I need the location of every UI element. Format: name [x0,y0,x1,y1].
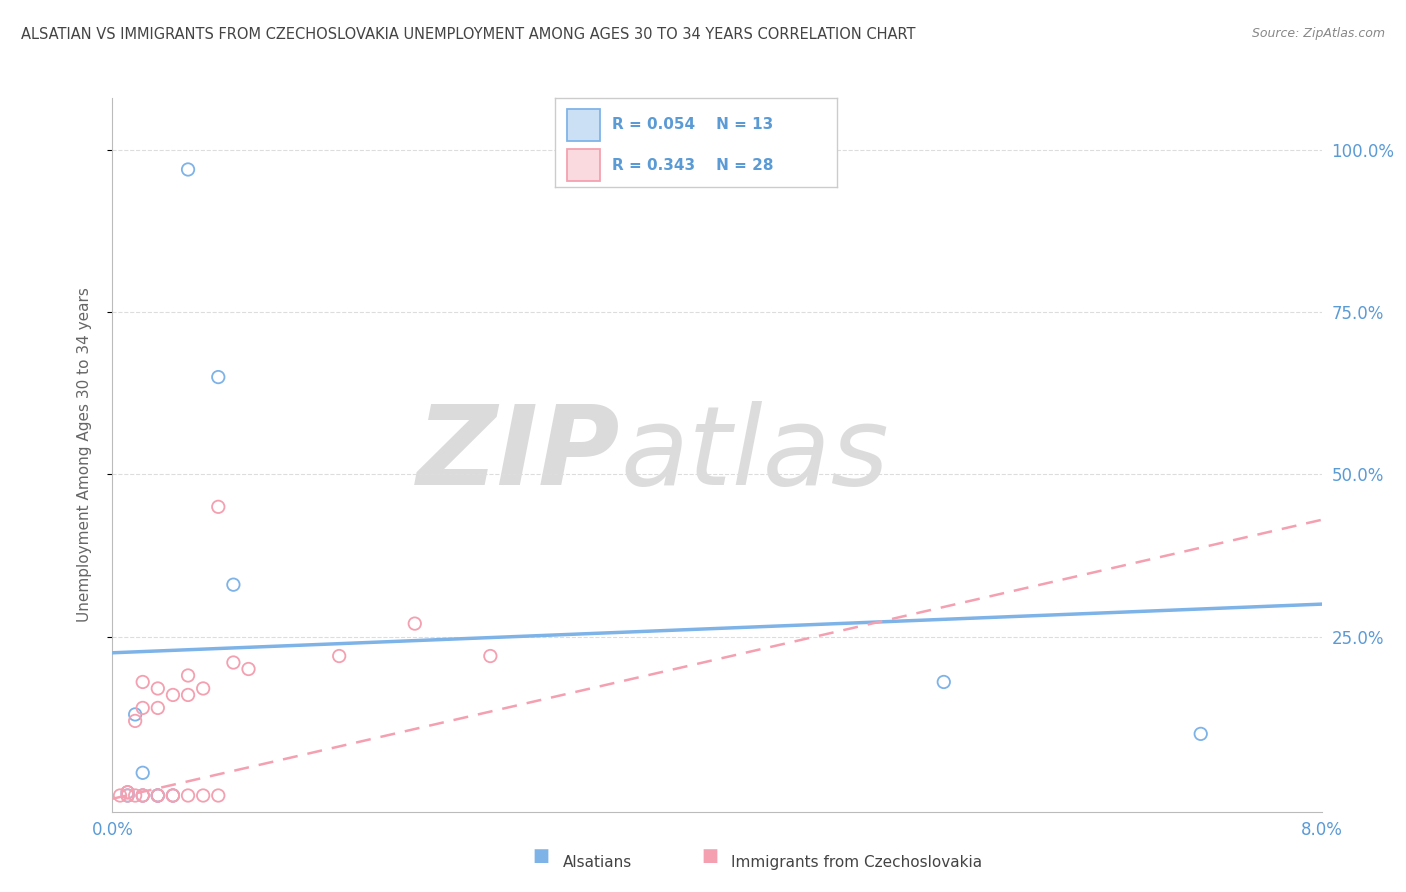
Point [132,789,155,803]
Text: ALSATIAN VS IMMIGRANTS FROM CZECHOSLOVAKIA UNEMPLOYMENT AMONG AGES 30 TO 34 YEAR: ALSATIAN VS IMMIGRANTS FROM CZECHOSLOVAK… [21,27,915,42]
Point [132,789,155,803]
Point [162,789,184,803]
Point [132,675,155,690]
Text: R = 0.343    N = 28: R = 0.343 N = 28 [612,158,773,172]
FancyBboxPatch shape [567,109,600,141]
Point [146,681,169,696]
Text: ■: ■ [533,847,550,865]
Point [108,789,131,803]
FancyBboxPatch shape [567,149,600,181]
Point [146,789,169,803]
Text: ■: ■ [702,847,718,865]
Point [238,662,260,676]
Text: R = 0.054    N = 13: R = 0.054 N = 13 [612,118,773,132]
Point [124,714,146,728]
Point [222,577,245,591]
Point [117,785,139,799]
Point [146,789,169,803]
Point [1189,727,1212,741]
Point [191,681,215,696]
Point [932,675,955,690]
Point [146,789,169,803]
Point [146,789,169,803]
Point [222,656,245,670]
Point [162,789,184,803]
Point [177,162,200,177]
Point [124,789,146,803]
Text: Alsatians: Alsatians [562,855,631,870]
Point [132,701,155,715]
Point [117,789,139,803]
Y-axis label: Unemployment Among Ages 30 to 34 years: Unemployment Among Ages 30 to 34 years [77,287,91,623]
Text: atlas: atlas [620,401,889,508]
Text: Source: ZipAtlas.com: Source: ZipAtlas.com [1251,27,1385,40]
Point [117,789,139,803]
Point [191,789,215,803]
Point [146,701,169,715]
Text: ZIP: ZIP [416,401,620,508]
Point [177,789,200,803]
Point [177,688,200,702]
Point [117,785,139,799]
Point [207,370,229,384]
Text: Immigrants from Czechoslovakia: Immigrants from Czechoslovakia [731,855,983,870]
Point [479,648,502,663]
Point [328,648,350,663]
Point [124,707,146,722]
Point [207,500,229,514]
Point [132,789,155,803]
Point [162,789,184,803]
Point [404,616,426,631]
Point [207,789,229,803]
Point [162,688,184,702]
Point [177,668,200,682]
Point [132,765,155,780]
